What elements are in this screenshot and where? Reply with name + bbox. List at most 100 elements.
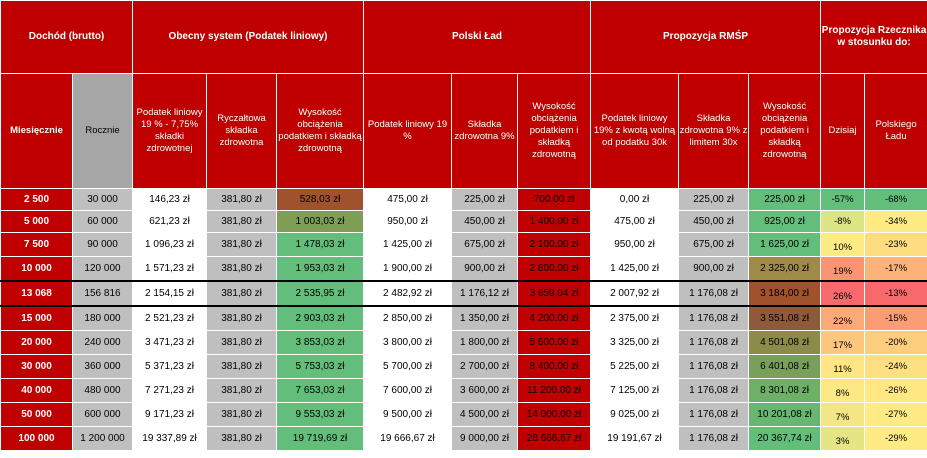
col-header-dzisiaj: Dzisiaj xyxy=(820,73,866,189)
col-header-miesiecznie: Miesięcznie xyxy=(0,73,73,189)
cell-rm-skladka: 1 176,08 zł xyxy=(678,305,750,331)
cell-rm-wysokosc: 4 501,08 zł xyxy=(748,330,822,355)
cell-rm-wysokosc: 1 625,00 zł xyxy=(748,232,822,257)
cell-pl-podatek: 2 850,00 zł xyxy=(363,305,453,331)
cell-pl-wysokosc: 700,00 zł xyxy=(517,188,592,211)
cell-rm-podatek: 475,00 zł xyxy=(590,210,680,233)
cell-pct-dzisiaj: 7% xyxy=(820,402,866,427)
cell-pl-skladka: 4 500,00 zł xyxy=(451,402,519,427)
cell-pl-wysokosc: 3 659,04 zł xyxy=(517,280,592,307)
cell-rocznie: 156 816 xyxy=(71,280,134,307)
cell-pl-skladka: 900,00 zł xyxy=(451,256,519,282)
cell-pl-podatek: 5 700,00 zł xyxy=(363,354,453,379)
cell-rm-skladka: 1 176,08 zł xyxy=(678,426,750,451)
table-row: 13 068 156 816 2 154,15 zł 381,80 zł 2 535,9… xyxy=(0,280,927,307)
cell-ob-podatek: 2 154,15 zł xyxy=(132,280,208,307)
cell-rm-skladka: 675,00 zł xyxy=(678,232,750,257)
cell-pct-polski-lad: -26% xyxy=(864,378,927,403)
cell-pl-wysokosc: 2 100,00 zł xyxy=(517,232,592,257)
cell-pct-dzisiaj: -57% xyxy=(820,188,866,211)
cell-pct-dzisiaj: -8% xyxy=(820,210,866,233)
cell-rocznie: 180 000 xyxy=(71,305,134,331)
cell-pct-polski-lad: -68% xyxy=(864,188,927,211)
cell-pct-dzisiaj: 8% xyxy=(820,378,866,403)
cell-pl-wysokosc: 28 666,67 zł xyxy=(517,426,592,451)
cell-miesiecznie: 7 500 xyxy=(0,232,73,257)
col-header-ob-ryczalt: Ryczałtowa składka zdrowotna xyxy=(206,73,278,189)
cell-pl-podatek: 19 666,67 zł xyxy=(363,426,453,451)
cell-rm-skladka: 1 176,08 zł xyxy=(678,402,750,427)
cell-ob-wysokosc: 1 003,03 zł xyxy=(276,210,365,233)
cell-rm-wysokosc: 2 325,00 zł xyxy=(748,256,822,282)
cell-rm-podatek: 7 125,00 zł xyxy=(590,378,680,403)
cell-rocznie: 240 000 xyxy=(71,330,134,355)
cell-pct-dzisiaj: 26% xyxy=(820,280,866,307)
cell-pl-podatek: 950,00 zł xyxy=(363,210,453,233)
cell-ob-wysokosc: 1 478,03 zł xyxy=(276,232,365,257)
cell-pct-polski-lad: -23% xyxy=(864,232,927,257)
cell-ob-wysokosc: 1 953,03 zł xyxy=(276,256,365,282)
group-header-obecny: Obecny system (Podatek liniowy) xyxy=(132,0,365,74)
cell-rm-wysokosc: 3 551,08 zł xyxy=(748,305,822,331)
table-row: 100 000 1 200 000 19 337,89 zł 381,80 zł 19 … xyxy=(0,426,927,451)
cell-ob-ryczalt: 381,80 zł xyxy=(206,426,278,451)
cell-ob-podatek: 146,23 zł xyxy=(132,188,208,211)
cell-pl-podatek: 475,00 zł xyxy=(363,188,453,211)
cell-pl-skladka: 2 700,00 zł xyxy=(451,354,519,379)
cell-rm-wysokosc: 225,00 zł xyxy=(748,188,822,211)
group-header-rzecznik: Propozycja Rzecznika w stosunku do: xyxy=(820,0,927,74)
cell-miesiecznie: 30 000 xyxy=(0,354,73,379)
cell-rm-skladka: 1 176,08 zł xyxy=(678,354,750,379)
cell-rocznie: 90 000 xyxy=(71,232,134,257)
cell-ob-wysokosc: 2 535,95 zł xyxy=(276,280,365,307)
table-body: 2 500 30 000 146,23 zł 381,80 zł 528,03 zł 47… xyxy=(0,188,927,451)
cell-pct-polski-lad: -27% xyxy=(864,402,927,427)
cell-ob-ryczalt: 381,80 zł xyxy=(206,354,278,379)
table-row: 2 500 30 000 146,23 zł 381,80 zł 528,03 zł 47… xyxy=(0,188,927,211)
cell-rm-wysokosc: 8 301,08 zł xyxy=(748,378,822,403)
cell-rm-wysokosc: 3 184,00 zł xyxy=(748,280,822,307)
cell-pl-wysokosc: 11 200,00 zł xyxy=(517,378,592,403)
cell-pct-polski-lad: -24% xyxy=(864,354,927,379)
cell-pl-podatek: 1 425,00 zł xyxy=(363,232,453,257)
col-header-rocznie: Rocznie xyxy=(71,73,134,189)
cell-rocznie: 30 000 xyxy=(71,188,134,211)
cell-miesiecznie: 40 000 xyxy=(0,378,73,403)
cell-ob-ryczalt: 381,80 zł xyxy=(206,188,278,211)
cell-rocznie: 60 000 xyxy=(71,210,134,233)
cell-ob-podatek: 9 171,23 zł xyxy=(132,402,208,427)
col-header-pl-podatek: Podatek liniowy 19 % xyxy=(363,73,453,189)
cell-ob-ryczalt: 381,80 zł xyxy=(206,232,278,257)
cell-rocznie: 1 200 000 xyxy=(71,426,134,451)
cell-rm-podatek: 950,00 zł xyxy=(590,232,680,257)
table-row: 20 000 240 000 3 471,23 zł 381,80 zł 3 853,0… xyxy=(0,330,927,355)
cell-miesiecznie: 10 000 xyxy=(0,256,73,282)
cell-rocznie: 120 000 xyxy=(71,256,134,282)
cell-pct-dzisiaj: 19% xyxy=(820,256,866,282)
cell-rm-skladka: 1 176,08 zł xyxy=(678,280,750,307)
cell-miesiecznie: 50 000 xyxy=(0,402,73,427)
cell-rm-podatek: 0,00 zł xyxy=(590,188,680,211)
cell-pct-dzisiaj: 22% xyxy=(820,305,866,331)
cell-pl-podatek: 1 900,00 zł xyxy=(363,256,453,282)
cell-pct-dzisiaj: 11% xyxy=(820,354,866,379)
cell-pl-skladka: 1 176,12 zł xyxy=(451,280,519,307)
group-header-polski-lad: Polski Ład xyxy=(363,0,592,74)
cell-pl-skladka: 675,00 zł xyxy=(451,232,519,257)
cell-rm-wysokosc: 10 201,08 zł xyxy=(748,402,822,427)
cell-ob-wysokosc: 2 903,03 zł xyxy=(276,305,365,331)
cell-rm-skladka: 1 176,08 zł xyxy=(678,378,750,403)
cell-miesiecznie: 15 000 xyxy=(0,305,73,331)
cell-miesiecznie: 20 000 xyxy=(0,330,73,355)
cell-rm-podatek: 19 191,67 zł xyxy=(590,426,680,451)
cell-pct-polski-lad: -20% xyxy=(864,330,927,355)
cell-rm-skladka: 1 176,08 zł xyxy=(678,330,750,355)
cell-rm-wysokosc: 20 367,74 zł xyxy=(748,426,822,451)
cell-pl-wysokosc: 5 600,00 zł xyxy=(517,330,592,355)
cell-ob-podatek: 621,23 zł xyxy=(132,210,208,233)
cell-pl-wysokosc: 8 400,00 zł xyxy=(517,354,592,379)
table-row: 40 000 480 000 7 271,23 zł 381,80 zł 7 653,0… xyxy=(0,378,927,403)
cell-rm-podatek: 9 025,00 zł xyxy=(590,402,680,427)
cell-pl-skladka: 3 600,00 zł xyxy=(451,378,519,403)
